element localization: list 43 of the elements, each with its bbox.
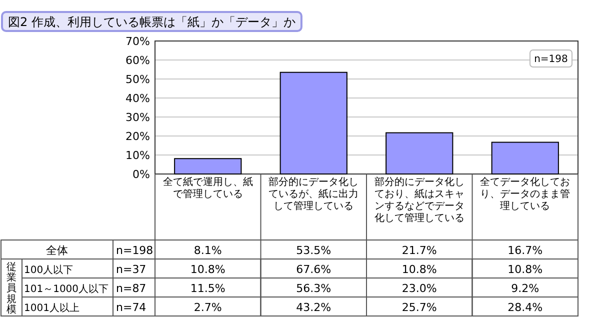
data-label: 56.3% xyxy=(296,282,332,295)
data-label: 10.8% xyxy=(508,263,543,276)
text: n=87 xyxy=(116,282,146,295)
text: n=198 xyxy=(116,244,154,257)
annotation: n=198 xyxy=(534,54,568,65)
x-tick-label: 部分的にデータ化しており、紙はスキャンするなどでデータ化して管理している xyxy=(374,176,464,224)
y-tick-label: 100人以下 xyxy=(24,264,74,276)
y-tick-label: 0% xyxy=(132,168,150,181)
bar xyxy=(491,142,559,174)
y-tick-label: 30% xyxy=(126,111,150,124)
y-tick-label: 101～1000人以下 xyxy=(24,283,109,295)
y-tick-label: 60% xyxy=(126,54,150,67)
data-label: 9.2% xyxy=(511,282,540,295)
text: n=74 xyxy=(116,301,146,314)
text: n=37 xyxy=(116,263,146,276)
data-label: 2.7% xyxy=(194,301,222,314)
x-tick-label: 全てデータ化しており、データのまま管理している xyxy=(480,176,570,212)
data-label: 53.5% xyxy=(296,244,332,257)
y-tick-label: 1001人以上 xyxy=(24,302,80,314)
data-label: 21.7% xyxy=(402,244,437,257)
y-tick-label: 40% xyxy=(126,92,150,105)
data-label: 8.1% xyxy=(194,244,222,257)
y-tick-label: 20% xyxy=(126,130,150,143)
data-label: 43.2% xyxy=(296,301,332,314)
data-label: 10.8% xyxy=(402,263,437,276)
bar xyxy=(386,132,454,174)
bar xyxy=(280,72,348,174)
y-tick-label: 10% xyxy=(126,149,150,162)
chart-title: 図2 作成、利用している帳票は「紙」か「データ」か xyxy=(8,15,296,29)
data-label: 25.7% xyxy=(402,301,437,314)
data-label: 23.0% xyxy=(402,282,437,295)
data-label: 11.5% xyxy=(190,282,226,295)
x-tick-label: 全て紙で運用し、紙で管理している xyxy=(162,176,253,200)
data-label: 28.4% xyxy=(508,301,543,314)
text: 全体 xyxy=(46,244,68,257)
bar xyxy=(174,158,242,174)
data-label: 67.6% xyxy=(296,263,332,276)
x-tick-label: 部分的にデータ化しているが、紙に出力して管理している xyxy=(268,176,359,212)
y-axis-title: 従業員規模 xyxy=(6,261,16,316)
data-label: 10.8% xyxy=(190,263,226,276)
data-label: 16.7% xyxy=(508,244,543,257)
y-tick-label: 70% xyxy=(126,35,150,48)
y-tick-label: 50% xyxy=(126,73,150,86)
